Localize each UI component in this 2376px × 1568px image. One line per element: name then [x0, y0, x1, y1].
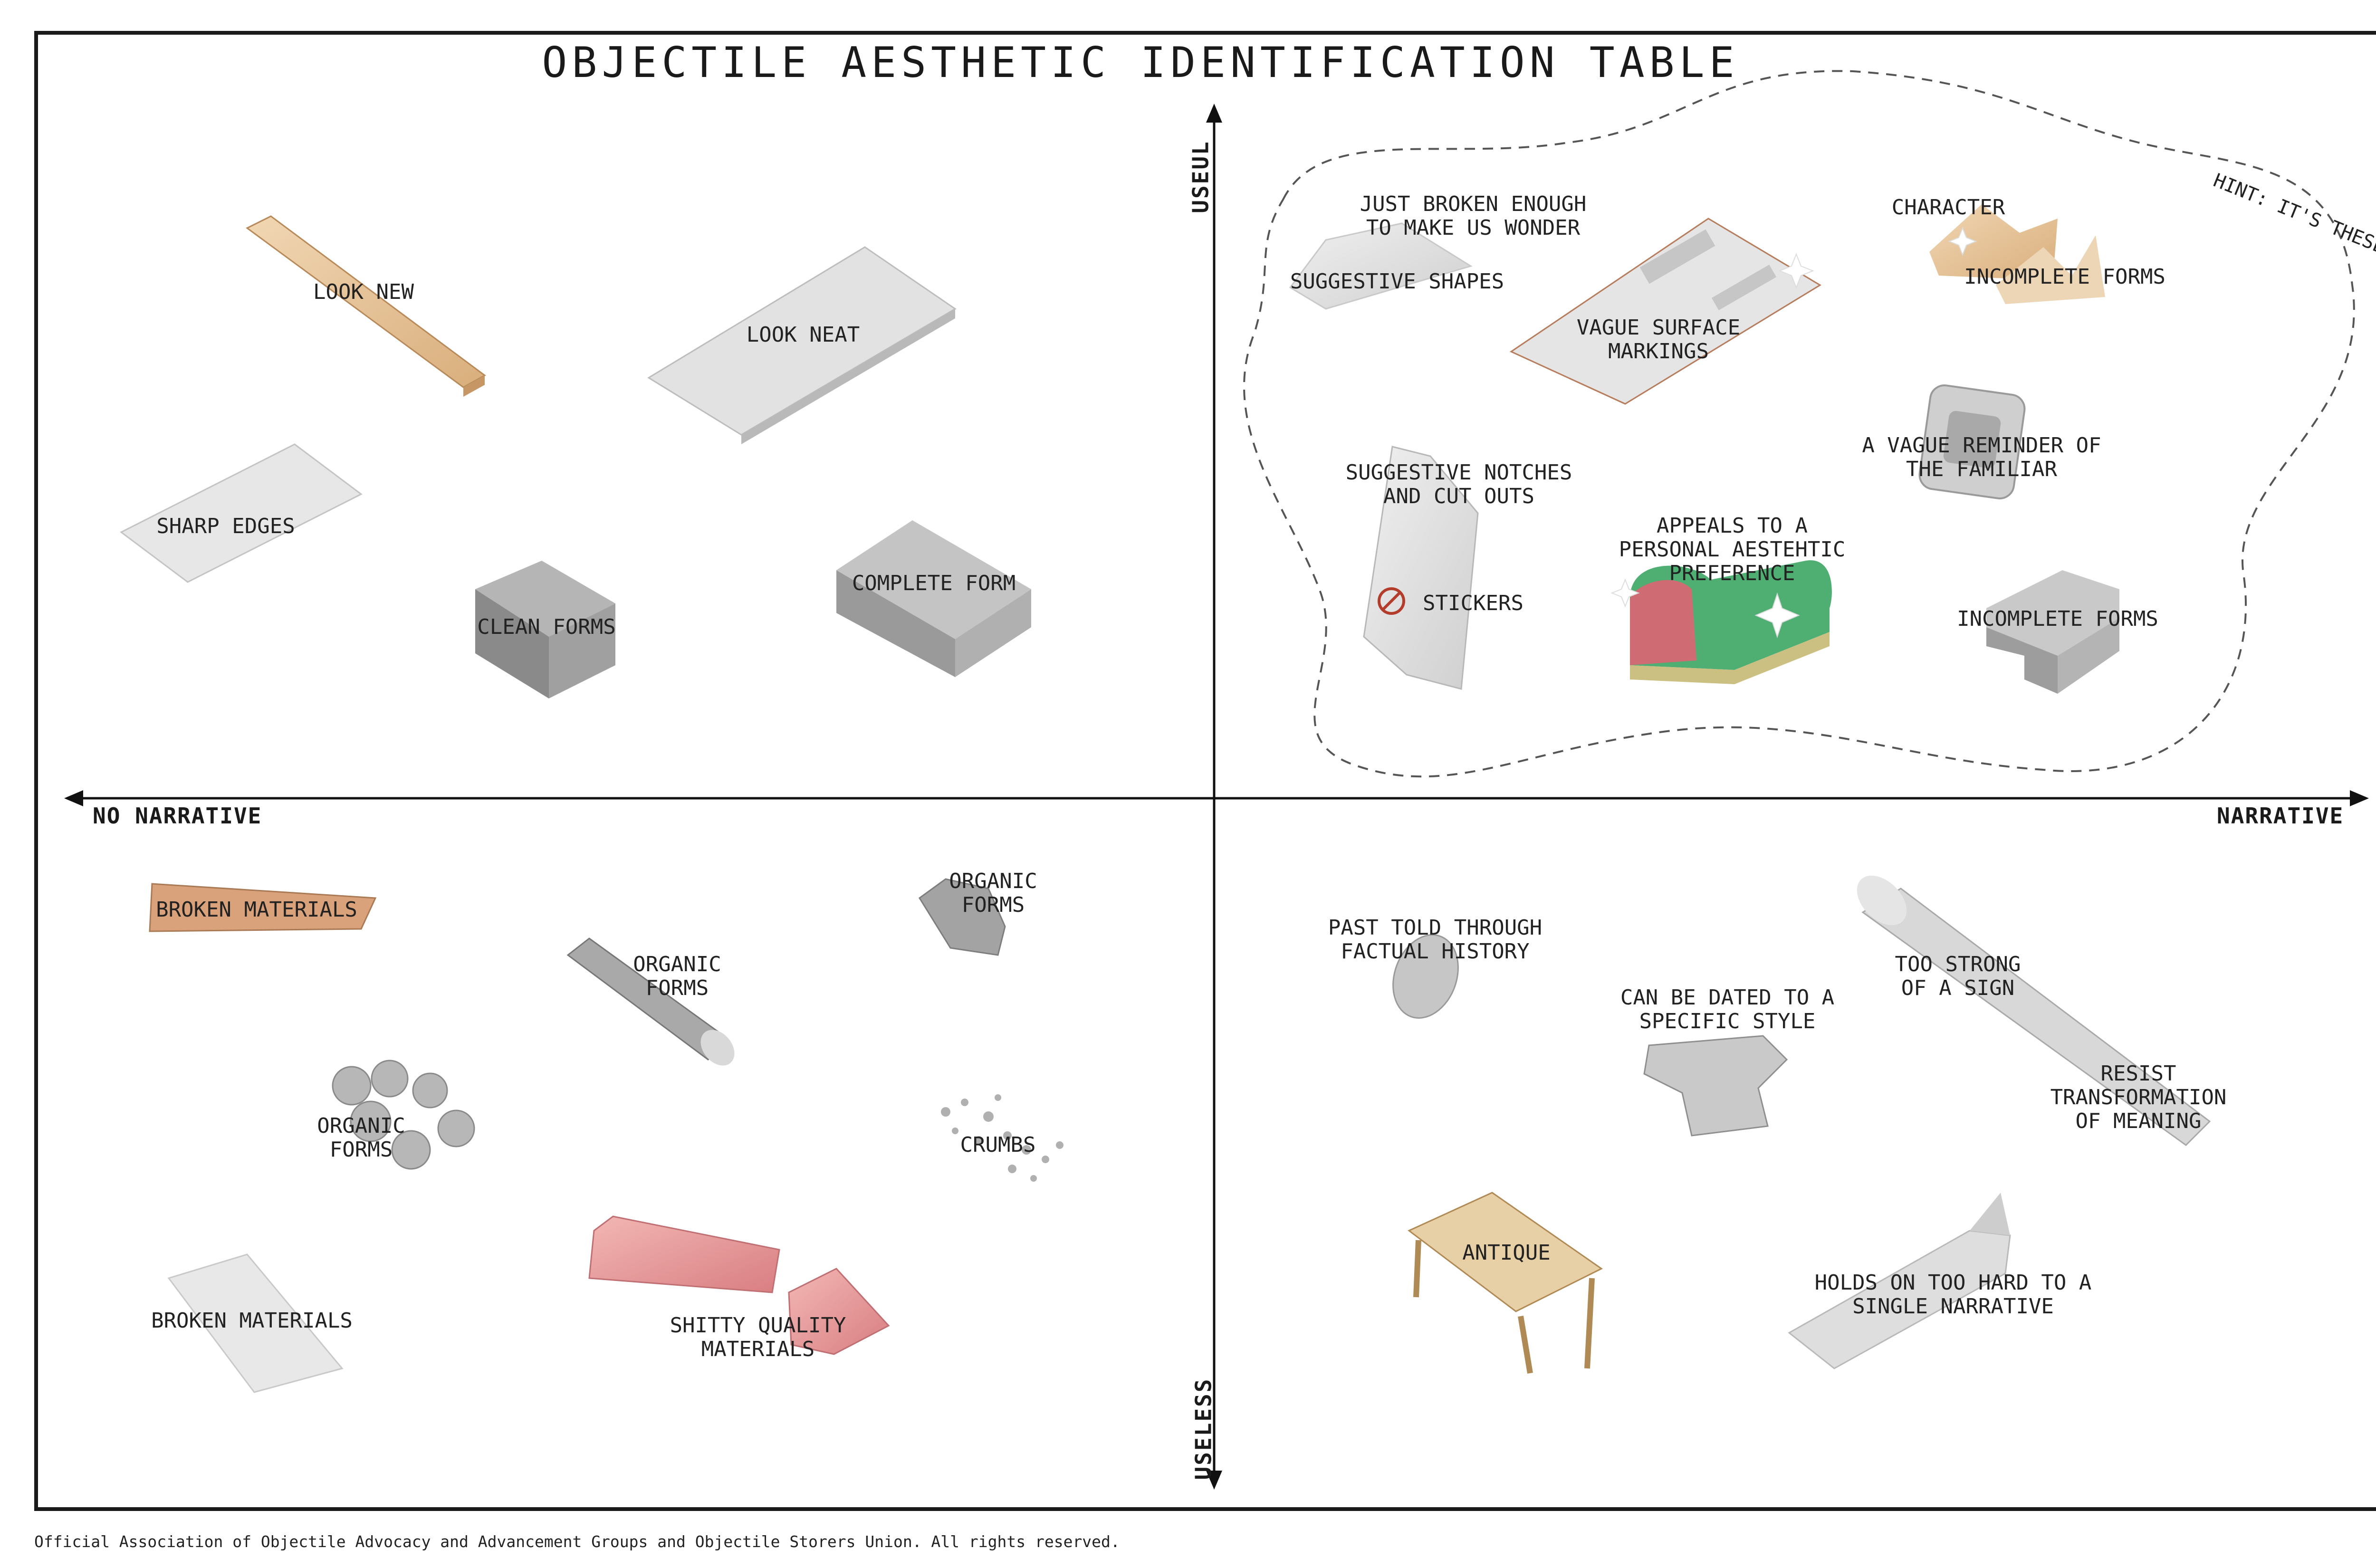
column-object: [1857, 875, 2211, 1146]
label-too-strong: TOO STRONG OF A SIGN: [1895, 952, 2021, 1000]
label-organic-forms-rock: ORGANIC FORMS: [949, 869, 1037, 917]
highlight-region-outline: [1243, 70, 2355, 778]
label-just-broken-enough: JUST BROKEN ENOUGH TO MAKE US WONDER: [1360, 192, 1587, 240]
label-complete-form: COMPLETE FORM: [852, 571, 1016, 595]
narrative-slab-object: [1788, 1193, 2011, 1369]
label-suggestive-shapes: SUGGESTIVE SHAPES: [1290, 269, 1504, 294]
label-shitty-quality: SHITTY QUALITY MATERIALS: [670, 1313, 846, 1361]
broken-wood-material-object: [149, 883, 377, 932]
familiar-outlet-object: [1918, 384, 2026, 499]
sparkle-icons: [1610, 227, 1977, 639]
neat-board-object: [647, 246, 957, 444]
label-holds-on: HOLDS ON TOO HARD TO A SINGLE NARRATIVE: [1814, 1271, 2092, 1319]
antique-table-object: [1408, 1192, 1603, 1374]
factual-disc-object: [1392, 934, 1459, 1019]
arrow-up-icon: [1206, 104, 1222, 123]
label-look-neat: LOOK NEAT: [746, 323, 860, 347]
arrow-left-icon: [64, 790, 83, 806]
arrow-right-icon: [2350, 790, 2369, 806]
label-vague-reminder: A VAGUE REMINDER OF THE FAMILIAR: [1862, 433, 2101, 481]
no-sign-sticker-icon: [1378, 587, 1405, 615]
label-sharp-edges: SHARP EDGES: [156, 514, 295, 538]
label-can-be-dated: CAN BE DATED TO A SPECIFIC STYLE: [1620, 985, 1835, 1033]
label-appeals-personal: APPEALS TO A PERSONAL AESTEHTIC PREFEREN…: [1619, 514, 1846, 585]
wood-plank-object: [246, 215, 486, 397]
label-stickers: STICKERS: [1423, 591, 1523, 615]
crumbs-object: [941, 1094, 1063, 1182]
label-crumbs: CRUMBS: [960, 1133, 1036, 1157]
axis-label-useful: USEUL: [1188, 140, 1214, 213]
label-past-told: PAST TOLD THROUGH FACTUAL HISTORY: [1328, 916, 1542, 964]
page-title: OBJECTILE AESTHETIC IDENTIFICATION TABLE: [542, 38, 1739, 87]
broken-paper-material-object: [167, 1253, 344, 1393]
stone-pile-object: [332, 1060, 475, 1170]
axis-label-no-narrative: NO NARRATIVE: [93, 803, 262, 829]
label-suggestive-notches: SUGGESTIVE NOTCHES AND CUT OUTS: [1345, 460, 1572, 508]
clean-cube-object: [475, 561, 615, 698]
arrow-down-icon: [1206, 1471, 1222, 1490]
character-wood-pieces-object: [1929, 204, 2105, 304]
incomplete-block-object: [1986, 570, 2119, 694]
sharp-edge-slab-object: [120, 443, 363, 583]
label-character: CHARACTER: [1891, 195, 2005, 220]
horizontal-axis: [64, 790, 2369, 806]
corinthian-capital-object: [1643, 1035, 1788, 1137]
rusted-pipe-object: [566, 937, 735, 1066]
label-look-new: LOOK NEW: [313, 280, 414, 304]
label-incomplete-forms-bottom: INCOMPLETE FORMS: [1957, 607, 2158, 631]
notched-sticker-panel-object: [1363, 446, 1479, 690]
vertical-axis: [1206, 104, 1222, 1490]
footer-copyright: Official Association of Objectile Advoca…: [34, 1532, 1120, 1551]
axis-label-useless: USELESS: [1190, 1377, 1217, 1480]
green-colored-block-object: [1630, 560, 1832, 684]
hint-text: HINT: IT'S THESE ONES.: [2210, 170, 2376, 284]
axis-label-narrative: NARRATIVE: [2217, 803, 2344, 829]
label-resist-transformation: RESIST TRANSFORMATION OF MEANING: [2050, 1061, 2227, 1133]
label-broken-materials-bottom: BROKEN MATERIALS: [151, 1309, 353, 1333]
complete-form-block-object: [836, 520, 1031, 677]
label-incomplete-forms-top: INCOMPLETE FORMS: [1964, 265, 2165, 289]
label-vague-surface-markings: VAGUE SURFACE MARKINGS: [1576, 316, 1741, 363]
rock-object: [918, 878, 1006, 956]
label-antique: ANTIQUE: [1462, 1241, 1551, 1265]
pink-marble-pieces-object: [588, 1215, 890, 1355]
label-organic-forms-pipe: ORGANIC FORMS: [633, 952, 721, 1000]
marked-panel-object: [1509, 218, 1821, 405]
label-clean-forms: CLEAN FORMS: [477, 615, 616, 639]
broken-piece-object: [1289, 222, 1473, 310]
label-broken-materials-top: BROKEN MATERIALS: [156, 898, 357, 922]
table-frame: [34, 31, 2376, 1511]
label-organic-forms-stones: ORGANIC FORMS: [317, 1114, 405, 1162]
